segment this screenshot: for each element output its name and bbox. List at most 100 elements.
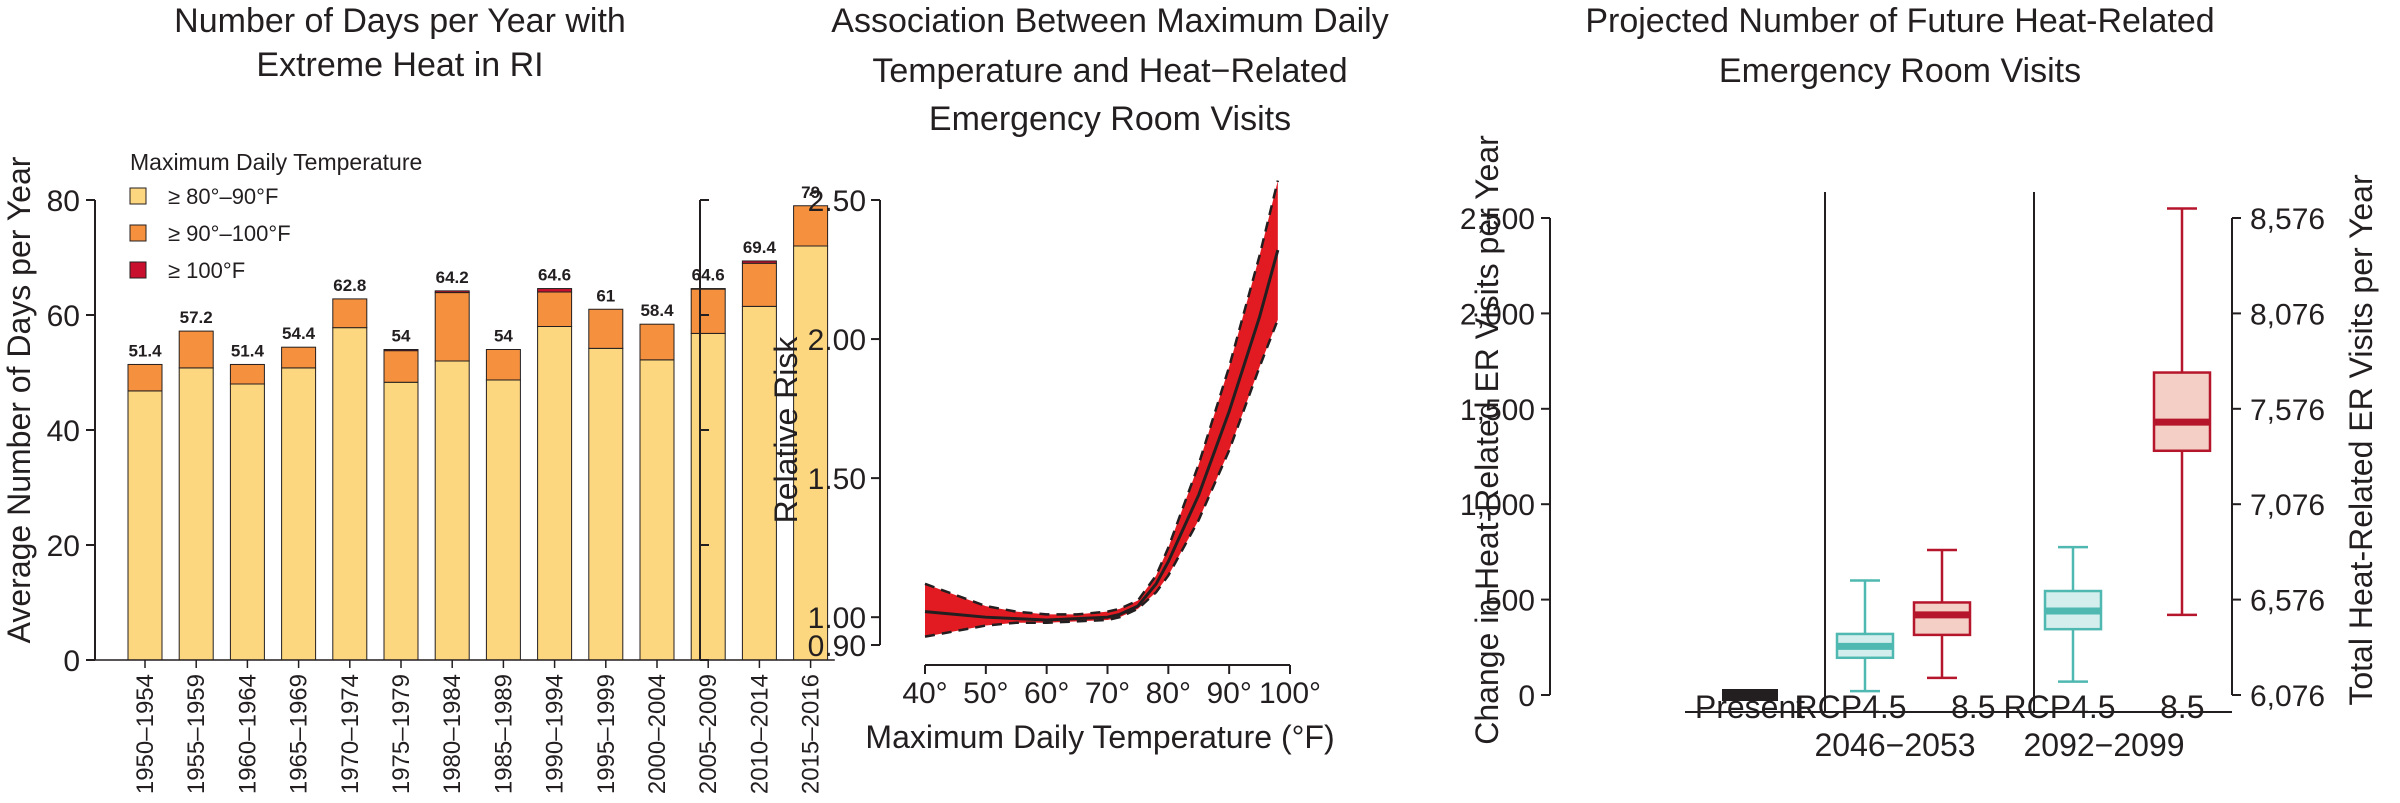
panel1-bars: 51.4 57.2 51.4 54.4 62.8 54 64.2 54 64.6 61 58.4 64… — [127, 183, 829, 661]
panel3-right-tick-label: 8,576 — [2250, 203, 2325, 236]
legend-label-80-90: ≥ 80°–90°F — [168, 184, 278, 209]
panel1-y-tick-label: 20 — [47, 530, 80, 563]
bar-segment-80-90 — [588, 347, 624, 661]
box-rcp85 — [2152, 207, 2212, 617]
group-label-mid-scenarios: RCP4.5 8.5 — [1795, 689, 1996, 725]
panel2-y-axis-label: Relative Risk — [768, 336, 804, 524]
panel2-x-axis-label: Maximum Daily Temperature (°F) — [865, 719, 1334, 755]
panel2-y-tick-label: 2.00 — [808, 324, 866, 357]
panel2-title-line1: Association Between Maximum Daily — [831, 2, 1388, 40]
panel2-x-tick-label: 100° — [1259, 677, 1321, 710]
bar-segment-80-90 — [485, 379, 521, 661]
panel1-x-tick-label: 2000–2004 — [644, 674, 671, 794]
panel3-boxes — [1722, 207, 2212, 701]
bar-segment-80-90 — [127, 390, 163, 661]
bar-total-label: 51.4 — [231, 341, 265, 360]
panel3-title-line2: Emergency Room Visits — [1719, 52, 2081, 90]
panel2-x-tick-label: 40° — [902, 677, 947, 710]
panel3-title-line1: Projected Number of Future Heat-Related — [1585, 2, 2214, 40]
panel1-y-tick-label: 60 — [47, 300, 80, 333]
panel-extreme-heat-days: Number of Days per Year with Extreme Hea… — [1, 2, 835, 794]
panel-relative-risk: Association Between Maximum Daily Temper… — [768, 2, 1389, 755]
bar-total-label: 51.4 — [128, 341, 162, 360]
bar-total-label: 54 — [392, 327, 411, 346]
bar-segment-100 — [537, 288, 573, 293]
panel1-x-tick-label: 1965–1969 — [286, 674, 313, 794]
legend-swatch-90-100 — [129, 224, 147, 242]
bar-segment-90-100 — [741, 262, 777, 307]
bar-total-label: 69.4 — [743, 238, 777, 257]
panel1-y-axis: 0 20 40 60 80 — [47, 185, 96, 678]
bar-segment-80-90 — [690, 332, 726, 661]
panel3-y-tick-label: 2,500 — [1460, 203, 1535, 236]
bar-segment-90-100 — [639, 323, 675, 361]
panel3-right-y-axis-label: Total Heat-Related ER Visits per Year — [2343, 174, 2379, 706]
panel1-x-tick-label: 1970–1974 — [337, 674, 364, 794]
bar-segment-90-100 — [332, 298, 368, 329]
panel3-y-tick-label: 1,500 — [1460, 394, 1535, 427]
panel1-y-axis-label: Average Number of Days per Year — [1, 156, 37, 643]
bar-segment-80-90 — [178, 367, 214, 661]
box-rcp45 — [1835, 579, 1895, 693]
panel1-x-tick-label: 2010–2014 — [746, 674, 773, 794]
legend-label-90-100: ≥ 90°–100°F — [168, 221, 291, 246]
panel1-x-axis: 1950–1954 1955–1959 1960–1964 1965–1969 1970… — [95, 659, 835, 794]
panel1-y-tick-label: 0 — [63, 645, 80, 678]
panel3-y-tick-label: 1,000 — [1460, 489, 1535, 522]
bar-segment-80-90 — [281, 367, 317, 661]
panel1-x-tick-label: 1980–1984 — [439, 674, 466, 794]
panel1-title-line2: Extreme Heat in RI — [256, 46, 543, 84]
bar-segment-90-100 — [127, 363, 163, 392]
panel3-axes: 0 500 1,000 1,500 2,000 2,500 6,076 6,576 7,076 7… — [1460, 192, 2325, 713]
panel3-y-tick-label: 0 — [1518, 680, 1535, 713]
panel1-x-tick-label: 1950–1954 — [132, 674, 159, 794]
bar-total-label: 64.6 — [538, 266, 571, 285]
panel3-right-tick-label: 7,576 — [2250, 394, 2325, 427]
group-label-late-scenarios: RCP4.5 8.5 — [2004, 689, 2205, 725]
bar-segment-80-90 — [793, 245, 829, 661]
bar-total-label: 64.2 — [436, 268, 469, 287]
present-value-mark — [1722, 689, 1778, 701]
bar-segment-90-100 — [434, 292, 470, 362]
panel1-title-line1: Number of Days per Year with — [174, 2, 626, 40]
panel3-right-tick-label: 6,576 — [2250, 585, 2325, 618]
panel3-right-tick-label: 7,076 — [2250, 489, 2325, 522]
bar-segment-90-100 — [485, 349, 521, 381]
bar-segment-90-100 — [588, 308, 624, 349]
bar-segment-90-100 — [537, 291, 573, 327]
bar-segment-80-90 — [229, 383, 265, 661]
bar-segment-100 — [690, 288, 726, 290]
upper-bound-line — [924, 180, 1280, 616]
legend-label-100: ≥ 100°F — [168, 258, 245, 283]
group-label-mid-period: 2046−2053 — [1814, 727, 1975, 763]
box-iqr — [1912, 601, 1972, 637]
panel2-title-line2: Temperature and Heat−Related — [872, 52, 1347, 90]
panel2-x-tick-label: 90° — [1206, 677, 1251, 710]
panel1-x-tick-label: 2005–2009 — [695, 674, 722, 794]
panel1-right-axis — [699, 199, 709, 661]
panel-projected-er-visits: Projected Number of Future Heat-Related … — [1460, 2, 2379, 763]
panel3-y-tick-label: 2,000 — [1460, 298, 1535, 331]
panel2-title-line3: Emergency Room Visits — [929, 100, 1291, 138]
panel1-y-tick-label: 40 — [47, 415, 80, 448]
confidence-band — [925, 180, 1278, 637]
bar-total-label: 61 — [596, 286, 615, 305]
bar-total-label: 62.8 — [333, 276, 366, 295]
panel1-x-tick-label: 1985–1989 — [490, 674, 517, 794]
panel1-x-tick-label: 2015–2016 — [798, 674, 825, 794]
bar-total-label: 79 — [801, 183, 820, 202]
bar-segment-90-100 — [383, 350, 419, 383]
panel1-legend: Maximum Daily Temperature ≥ 80°–90°F ≥ 9… — [129, 149, 422, 283]
panel3-right-tick-label: 6,076 — [2250, 680, 2325, 713]
legend-swatch-80-90 — [129, 187, 147, 205]
panel1-x-tick-label: 1960–1964 — [234, 674, 261, 794]
panel2-confidence-band — [924, 180, 1280, 638]
bar-segment-80-90 — [434, 360, 470, 661]
group-label-late-period: 2092−2099 — [2023, 727, 2184, 763]
bar-segment-100 — [741, 260, 777, 264]
bar-total-label: 54 — [494, 327, 513, 346]
bar-segment-100 — [383, 349, 419, 352]
panel2-y-tick-label: 0.90 — [808, 630, 866, 663]
panel3-y-axis-label: Change in Heat-Related ER Visits per Yea… — [1469, 135, 1505, 745]
